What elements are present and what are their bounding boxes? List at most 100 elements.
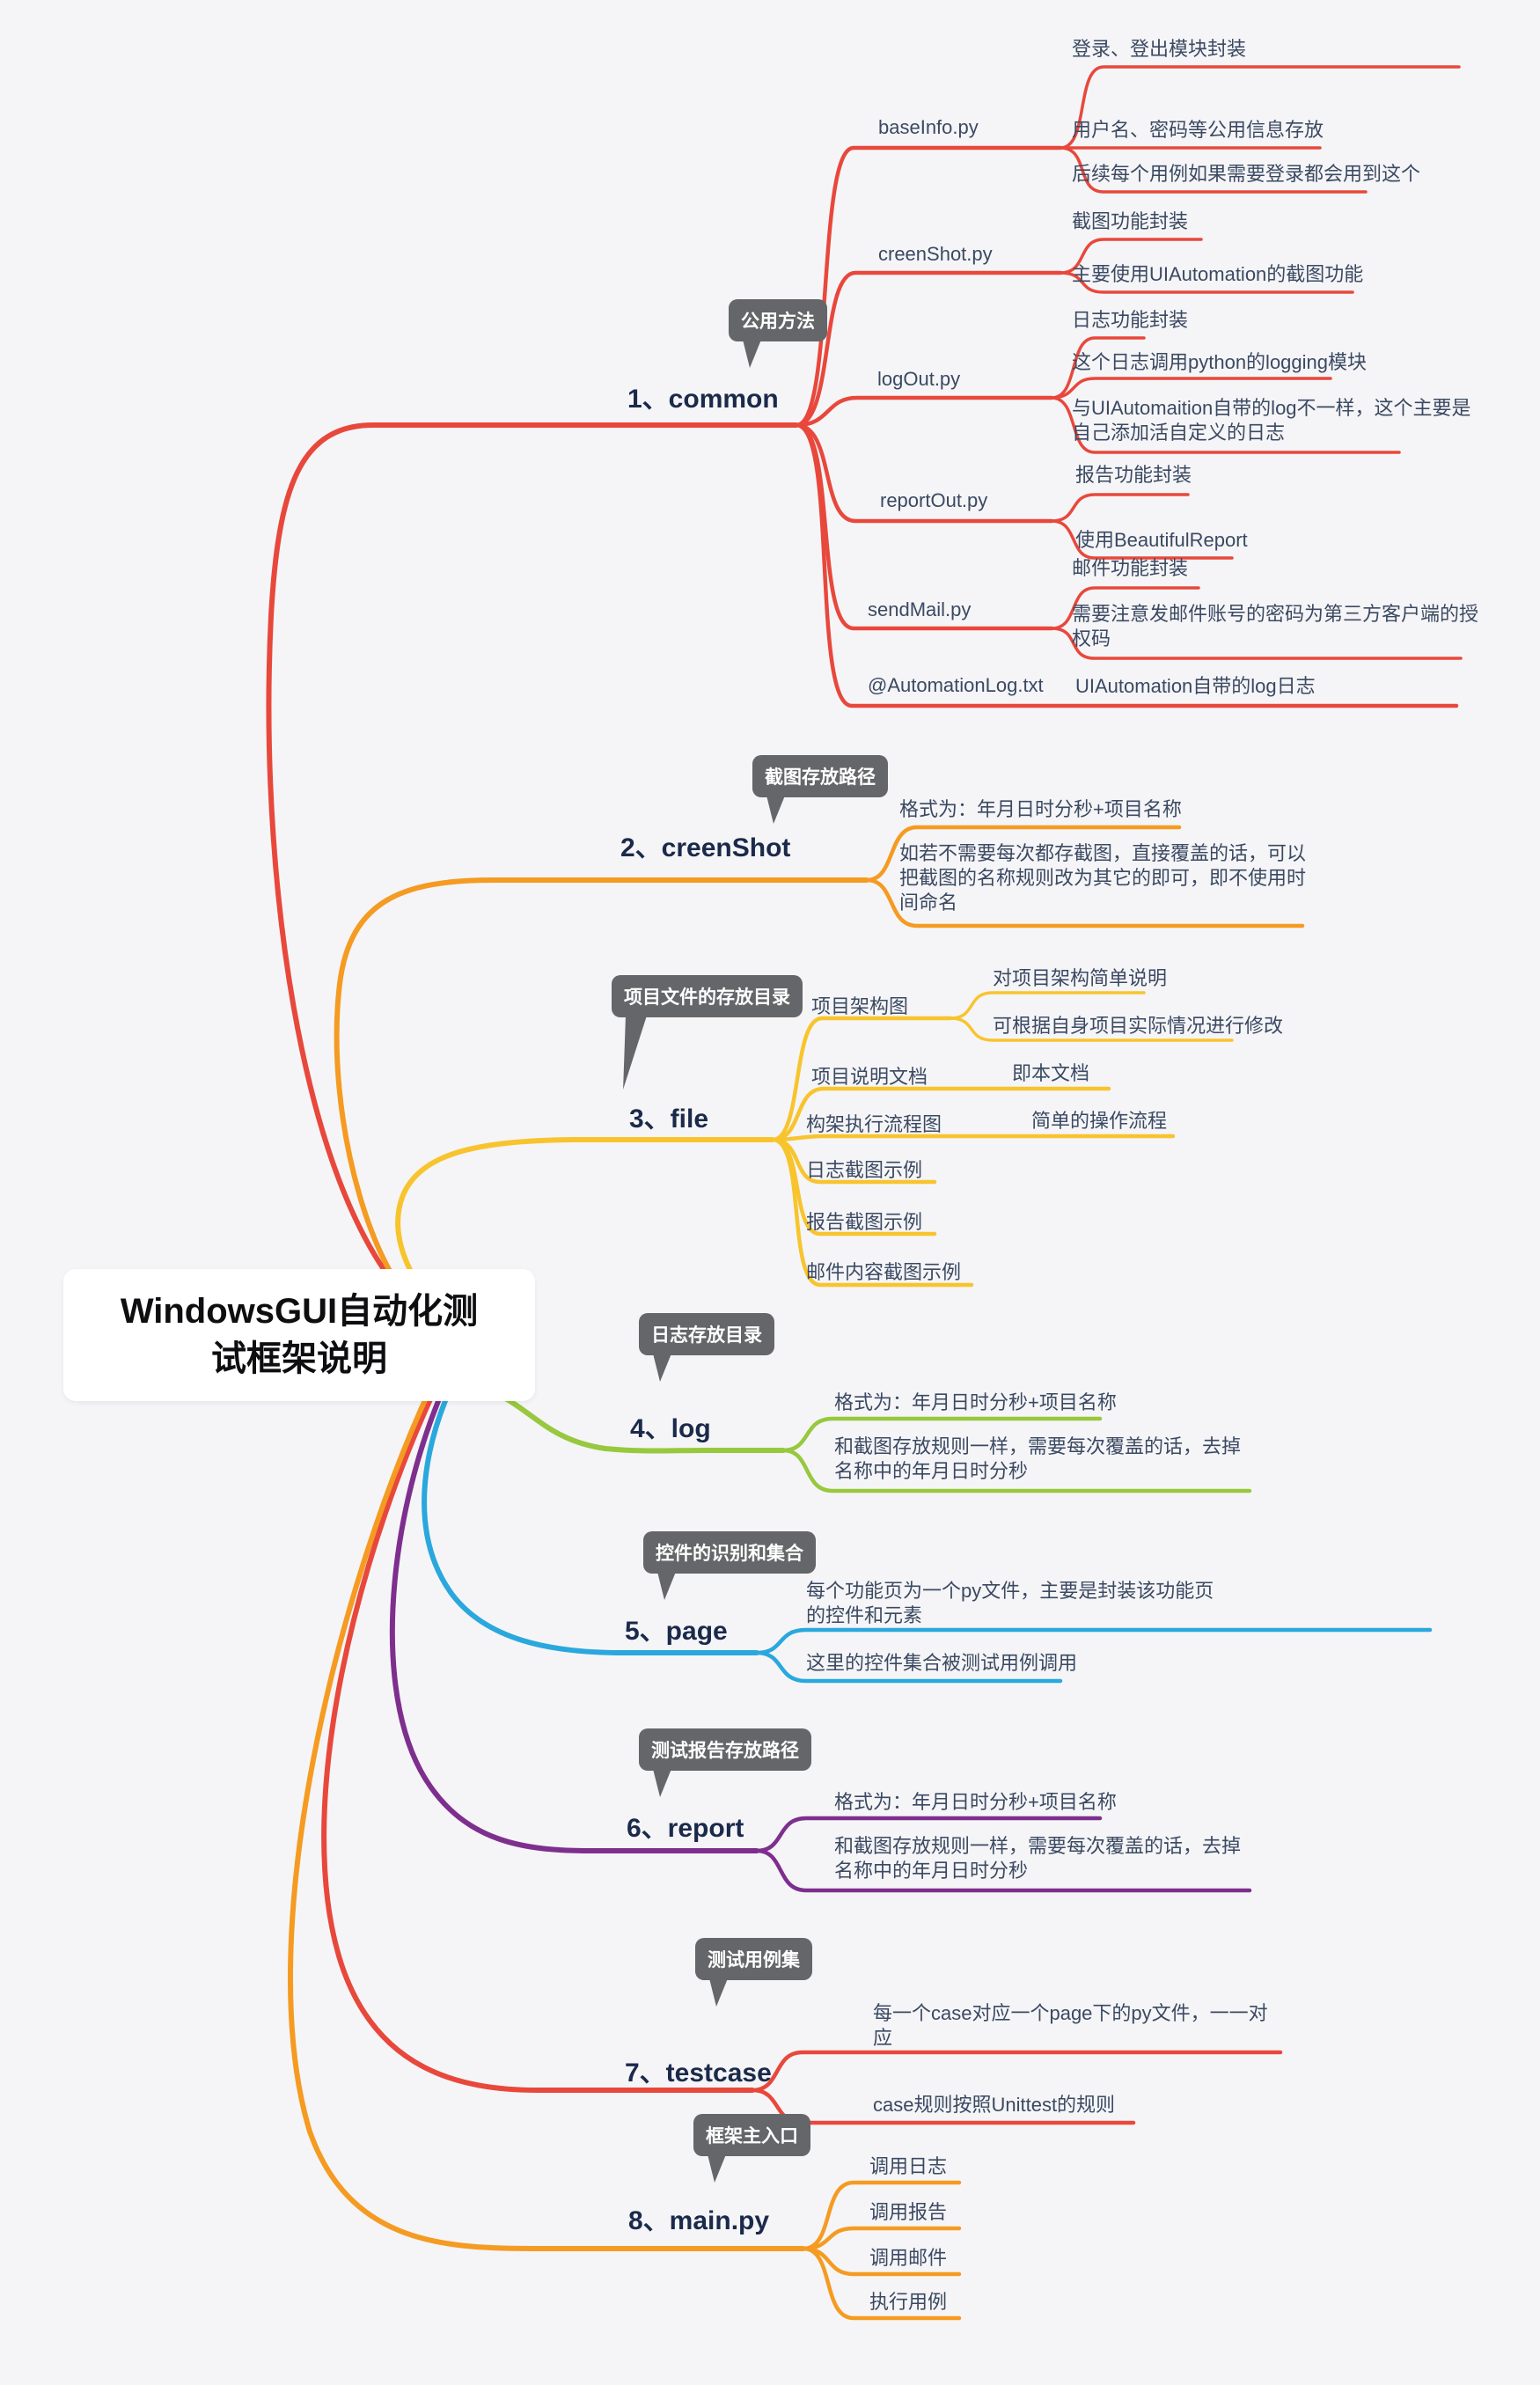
b2-note2-line — [864, 877, 1305, 928]
node-label-creenshot-py[interactable]: creenShot.py — [878, 243, 993, 265]
b1-baseinfo-line — [794, 145, 1063, 428]
callout-report-path[interactable]: 测试报告存放路径 — [639, 1728, 811, 1771]
b4-note2-line — [781, 1448, 1252, 1493]
note-report-wrap[interactable]: 报告功能封装 — [1075, 464, 1192, 486]
node-label-log-shot-sample[interactable]: 日志截图示例 — [806, 1159, 923, 1181]
b1-reportout-note2-line — [1050, 519, 1234, 560]
note-logging-module[interactable]: 这个日志调用python的logging模块 — [1072, 351, 1368, 373]
note-unittest-rule[interactable]: case规则按照Unittest的规则 — [873, 2094, 1116, 2116]
note-report-overwrite[interactable]: 和截图存放规则一样，需要每次覆盖的话，去掉名称中的年月日时分秒 — [834, 1835, 1242, 1882]
note-mail-authcode[interactable]: 需要注意发邮件账号的密码为第三方客户端的授权码 — [1072, 603, 1479, 649]
node-label-automationlog-txt[interactable]: @AutomationLog.txt — [868, 674, 1044, 696]
b7-note1-line — [750, 2050, 1283, 2093]
note-arch-brief[interactable]: 对项目架构简单说明 — [993, 967, 1168, 989]
callout-log-dir[interactable]: 日志存放目录 — [639, 1313, 774, 1355]
branch-label-creenshot[interactable]: 2、creenShot — [620, 833, 791, 862]
b1-automationlog-line — [794, 422, 1459, 708]
note-call-mail[interactable]: 调用邮件 — [869, 2247, 948, 2269]
b3-doc-line — [770, 1086, 1111, 1142]
callout-widget-collection[interactable]: 控件的识别和集合 — [643, 1531, 816, 1574]
b1-creenshot-note2-line — [1059, 271, 1354, 294]
note-call-report[interactable]: 调用报告 — [869, 2201, 948, 2223]
note-screenshot-overwrite[interactable]: 如若不需要每次都存截图，直接覆盖的话，可以把截图的名称规则改为其它的即可，即不使… — [899, 842, 1307, 914]
node-label-logout-py[interactable]: logOut.py — [877, 368, 961, 390]
note-this-doc[interactable]: 即本文档 — [1012, 1062, 1090, 1084]
note-log-overwrite[interactable]: 和截图存放规则一样，需要每次覆盖的话，去掉名称中的年月日时分秒 — [834, 1435, 1242, 1482]
b8-trunk-line — [287, 1365, 806, 2251]
b1-creenshot-note1-line — [1059, 238, 1203, 275]
b1-baseinfo-note3-line — [1059, 146, 1368, 194]
branch-label-testcase[interactable]: 7、testcase — [625, 2058, 772, 2088]
note-report-format[interactable]: 格式为：年月日时分秒+项目名称 — [834, 1791, 1117, 1813]
b8-note4-line — [801, 2246, 962, 2321]
b6-trunk-line — [389, 1370, 759, 1853]
b4-note1-line — [781, 1416, 1103, 1453]
note-widgets-used-by-case[interactable]: 这里的控件集合被测试用例调用 — [806, 1652, 1078, 1674]
b1-logout-note3-line — [1050, 396, 1401, 454]
b6-note2-line — [754, 1848, 1252, 1893]
node-label-reportout-py[interactable]: reportOut.py — [880, 489, 988, 511]
branch-label-main-py[interactable]: 8、main.py — [628, 2206, 770, 2235]
b5-note1-line — [754, 1627, 1433, 1655]
b1-logout-note1-line — [1050, 336, 1146, 400]
note-call-log[interactable]: 调用日志 — [869, 2155, 948, 2177]
node-label-arch-map[interactable]: 项目架构图 — [811, 995, 909, 1017]
branch-label-log[interactable]: 4、log — [630, 1414, 711, 1443]
note-arch-modify[interactable]: 可根据自身项目实际情况进行修改 — [993, 1015, 1284, 1037]
b2-note1-line — [864, 825, 1182, 883]
callout-main-entry[interactable]: 框架主入口 — [693, 2114, 810, 2156]
node-label-baseinfo[interactable]: baseInfo.py — [878, 116, 979, 138]
note-login-logout[interactable]: 登录、登出模块封装 — [1072, 38, 1247, 60]
note-custom-log[interactable]: 与UIAutomaition自带的log不一样，这个主要是自己添加活自定义的日志 — [1072, 397, 1471, 444]
b1-reportout-note1-line — [1050, 493, 1190, 523]
branch-label-report[interactable]: 6、report — [627, 1814, 744, 1843]
node-label-report-shot-sample[interactable]: 报告截图示例 — [806, 1211, 923, 1233]
callout-screenshot-path[interactable]: 截图存放路径 — [752, 755, 888, 797]
note-username-password[interactable]: 用户名、密码等公用信息存放 — [1072, 119, 1324, 141]
note-log-format[interactable]: 格式为：年月日时分秒+项目名称 — [834, 1391, 1117, 1413]
b1-trunk-line — [266, 422, 799, 1333]
note-log-wrap[interactable]: 日志功能封装 — [1072, 309, 1189, 331]
b1-creenshot-line — [794, 270, 1063, 428]
b6-note1-line — [754, 1816, 1103, 1853]
callout-common[interactable]: 公用方法 — [729, 299, 827, 341]
note-mail-wrap[interactable]: 邮件功能封装 — [1072, 557, 1189, 579]
note-screenshot-format[interactable]: 格式为：年月日时分秒+项目名称 — [899, 798, 1182, 820]
callout-testcase-set[interactable]: 测试用例集 — [695, 1938, 812, 1980]
b3-mailshot-line — [770, 1137, 974, 1288]
b1-logout-line — [794, 395, 1054, 428]
b3-archmap-line — [770, 1016, 953, 1142]
note-login-reuse[interactable]: 后续每个用例如果需要登录都会用到这个 — [1072, 163, 1421, 185]
b1-sendmail-note1-line — [1050, 586, 1200, 630]
root-title: WindowsGUI自动化测 试框架说明 — [120, 1292, 479, 1378]
b1-baseinfo-note1-line — [1059, 65, 1461, 150]
b3-archmap-note2-line — [949, 1016, 1234, 1042]
note-uiautomation-log[interactable]: UIAutomation自带的log日志 — [1075, 675, 1316, 697]
note-simple-flow[interactable]: 简单的操作流程 — [1031, 1110, 1168, 1132]
root-node[interactable]: WindowsGUI自动化测 试框架说明 — [63, 1269, 535, 1401]
note-case-page-mapping[interactable]: 每一个case对应一个page下的py文件，一一对应 — [873, 2002, 1268, 2049]
b7-trunk-line — [321, 1367, 755, 2093]
note-screenshot-wrap[interactable]: 截图功能封装 — [1072, 210, 1189, 232]
node-label-sendmail-py[interactable]: sendMail.py — [868, 598, 972, 620]
note-uiautomation-screenshot[interactable]: 主要使用UIAutomation的截图功能 — [1072, 263, 1364, 285]
branch-label-page[interactable]: 5、page — [625, 1617, 728, 1646]
b8-note1-line — [801, 2180, 962, 2251]
note-page-py-file[interactable]: 每个功能页为一个py文件，主要是封装该功能页的控件和元素 — [806, 1580, 1214, 1626]
b4-trunk-line — [477, 1384, 786, 1454]
b1-reportout-line — [794, 422, 1054, 524]
callout-file-dir[interactable]: 项目文件的存放目录 — [612, 975, 803, 1017]
branch-label-file[interactable]: 3、file — [629, 1104, 709, 1134]
b1-sendmail-note2-line — [1050, 627, 1463, 660]
b3-archmap-note1-line — [949, 991, 1146, 1020]
node-label-project-doc[interactable]: 项目说明文档 — [811, 1066, 928, 1088]
note-run-cases[interactable]: 执行用例 — [869, 2291, 948, 2313]
b1-logout-note2-line — [1050, 377, 1332, 400]
node-label-mail-shot-sample[interactable]: 邮件内容截图示例 — [806, 1261, 962, 1283]
note-beautifulreport[interactable]: 使用BeautifulReport — [1075, 529, 1248, 551]
branch-label-common[interactable]: 1、common — [627, 385, 779, 414]
node-label-flow-chart[interactable]: 构架执行流程图 — [806, 1113, 942, 1135]
b2-trunk-line — [334, 877, 869, 1335]
